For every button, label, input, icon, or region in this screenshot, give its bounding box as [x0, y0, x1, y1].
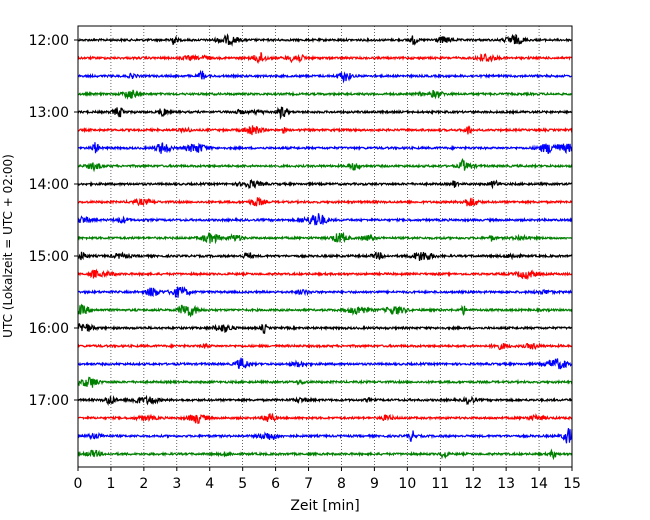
x-axis-label: Zeit [min] — [290, 498, 359, 514]
trace-1715 — [77, 412, 573, 425]
x-tick-label-9: 9 — [370, 476, 379, 492]
trace-1700 — [77, 394, 573, 406]
trace-1245 — [77, 89, 573, 100]
y-axis: 12:00 13:00 14:00 15:00 16:00 17:00 — [29, 33, 78, 409]
x-tick-label-11: 11 — [431, 476, 449, 492]
x-tick-label-7: 7 — [304, 476, 313, 492]
x-tick-label-2: 2 — [139, 476, 148, 492]
trace-1200 — [77, 33, 573, 47]
x-tick-label-3: 3 — [172, 476, 181, 492]
y-tick-label-4: 16:00 — [29, 321, 69, 337]
trace-1315 — [77, 125, 573, 136]
trace-1730 — [77, 428, 573, 444]
x-tick-label-5: 5 — [238, 476, 247, 492]
y-tick-label-5: 17:00 — [29, 393, 69, 409]
y-tick-label-1: 13:00 — [29, 105, 69, 121]
y-tick-label-3: 15:00 — [29, 249, 69, 265]
trace-1500 — [77, 251, 573, 261]
trace-1215 — [77, 52, 573, 64]
seismogram-traces — [77, 33, 573, 461]
plot-frame — [77, 25, 573, 468]
trace-1600 — [77, 323, 573, 334]
x-tick-label-8: 8 — [337, 476, 346, 492]
trace-1230 — [77, 69, 573, 84]
trace-1645 — [77, 376, 573, 388]
x-tick-label-10: 10 — [398, 476, 416, 492]
x-tick-label-1: 1 — [106, 476, 115, 492]
y-axis-label: UTC (Lokalzeit = UTC + 02:00) — [1, 154, 15, 338]
trace-1745 — [77, 448, 573, 461]
x-axis: 0 1 2 3 4 5 6 7 8 9 10 11 12 13 14 15 — [74, 467, 581, 492]
x-tick-label-13: 13 — [497, 476, 515, 492]
x-tick-label-12: 12 — [464, 476, 482, 492]
y-tick-label-2: 14:00 — [29, 177, 69, 193]
trace-1615 — [77, 342, 573, 351]
y-tick-label-0: 12:00 — [29, 33, 69, 49]
trace-1445 — [77, 231, 573, 245]
trace-1300 — [77, 106, 573, 120]
trace-1345 — [77, 157, 573, 173]
x-tick-label-14: 14 — [530, 476, 548, 492]
trace-1630 — [77, 357, 573, 370]
x-tick-label-15: 15 — [563, 476, 581, 492]
x-tick-label-6: 6 — [271, 476, 280, 492]
trace-1330 — [77, 142, 573, 155]
trace-1430 — [77, 213, 573, 226]
x-tick-label-0: 0 — [74, 476, 83, 492]
trace-1415 — [77, 196, 573, 207]
trace-1400 — [77, 178, 573, 190]
x-tick-label-4: 4 — [205, 476, 214, 492]
trace-1530 — [77, 286, 573, 298]
trace-1515 — [77, 268, 573, 280]
trace-1545 — [77, 303, 573, 318]
